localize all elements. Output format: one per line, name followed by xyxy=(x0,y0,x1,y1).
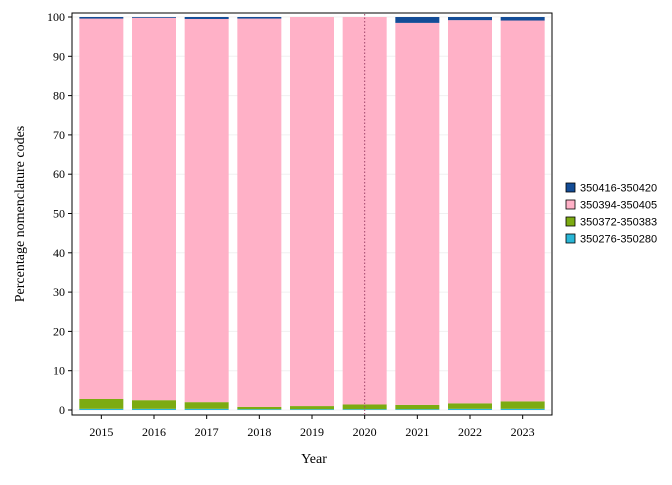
bar-2021-350372-350383 xyxy=(395,404,440,410)
bar-2017-350394-350405 xyxy=(184,18,229,403)
bar-2022-350416-350420 xyxy=(448,17,492,21)
bar-2015-350416-350420 xyxy=(79,17,124,19)
y-tick-label-90: 90 xyxy=(53,49,65,63)
legend-label-350416-350420: 350416-350420 xyxy=(580,183,657,195)
y-tick-label-50: 50 xyxy=(53,207,65,221)
bar-2018-350276-350280 xyxy=(237,409,282,410)
x-tick-label-2015: 2015 xyxy=(89,425,113,439)
y-tick-label-70: 70 xyxy=(53,128,65,142)
x-tick-label-2023: 2023 xyxy=(511,425,535,439)
y-tick-label-100: 100 xyxy=(47,10,65,24)
bar-2021-350394-350405 xyxy=(395,22,440,405)
bar-2017-350416-350420 xyxy=(184,17,229,19)
bar-2023-350372-350383 xyxy=(500,401,545,409)
bar-2023-350394-350405 xyxy=(500,20,545,402)
legend-swatch-350372-350383 xyxy=(565,216,576,227)
bar-2023-350276-350280 xyxy=(500,408,545,410)
y-tick-label-60: 60 xyxy=(53,167,65,181)
bar-2018-350416-350420 xyxy=(237,17,282,19)
y-axis: 0 10 20 30 40 50 60 70 80 90 100 xyxy=(47,10,72,417)
bar-2019-350276-350280 xyxy=(290,409,334,410)
bar-2023-350416-350420 xyxy=(500,17,545,21)
x-tick-label-2016: 2016 xyxy=(142,425,166,439)
x-tick-label-2017: 2017 xyxy=(195,425,219,439)
y-axis-title: Percentage nomenclature codes xyxy=(13,126,28,302)
x-tick-label-2020: 2020 xyxy=(353,425,377,439)
legend-swatch-350394-350405 xyxy=(565,199,576,210)
bar-2018-350372-350383 xyxy=(237,406,282,410)
x-tick-label-2018: 2018 xyxy=(247,425,271,439)
bar-2015-350372-350383 xyxy=(79,398,124,409)
bar-2018-350394-350405 xyxy=(237,18,282,407)
bar-2015-350276-350280 xyxy=(79,408,124,410)
x-tick-label-2022: 2022 xyxy=(458,425,482,439)
bar-2015-350394-350405 xyxy=(79,18,124,399)
x-axis: 2015 2016 2017 2018 2019 2020 2021 2022 2023 xyxy=(89,415,535,439)
y-tick-label-10: 10 xyxy=(53,364,65,378)
bar-2017-350372-350383 xyxy=(184,402,229,409)
y-tick-label-20: 20 xyxy=(53,324,65,338)
legend-label-350276-350280: 350276-350280 xyxy=(580,234,657,246)
bar-2022-350372-350383 xyxy=(448,403,492,409)
bar-2019-350394-350405 xyxy=(290,17,334,407)
y-tick-label-0: 0 xyxy=(59,403,65,417)
bar-2021-350416-350420 xyxy=(395,17,440,23)
x-tick-label-2019: 2019 xyxy=(300,425,324,439)
legend-label-350372-350383: 350372-350383 xyxy=(580,217,657,229)
y-tick-label-80: 80 xyxy=(53,89,65,103)
bar-2016-350394-350405 xyxy=(132,17,176,401)
legend-swatch-350416-350420 xyxy=(565,182,576,193)
y-tick-label-30: 30 xyxy=(53,285,65,299)
y-tick-label-40: 40 xyxy=(53,246,65,260)
bar-2016-350416-350420 xyxy=(132,17,176,18)
bar-2022-350394-350405 xyxy=(448,20,492,404)
x-axis-title: Year xyxy=(301,452,327,467)
x-tick-label-2021: 2021 xyxy=(405,425,429,439)
legend-label-350394-350405: 350394-350405 xyxy=(580,200,657,212)
legend-swatch-350276-350280 xyxy=(565,233,576,244)
bars xyxy=(79,17,545,410)
bar-2019-350372-350383 xyxy=(290,406,334,410)
legend: 350416-350420 350394-350405 350372-350383 3… xyxy=(565,182,657,246)
bar-2016-350276-350280 xyxy=(132,408,176,410)
bar-2022-350276-350280 xyxy=(448,408,492,410)
bar-2017-350276-350280 xyxy=(184,408,229,410)
bar-2016-350372-350383 xyxy=(132,400,176,409)
bar-2021-350276-350280 xyxy=(395,409,440,410)
